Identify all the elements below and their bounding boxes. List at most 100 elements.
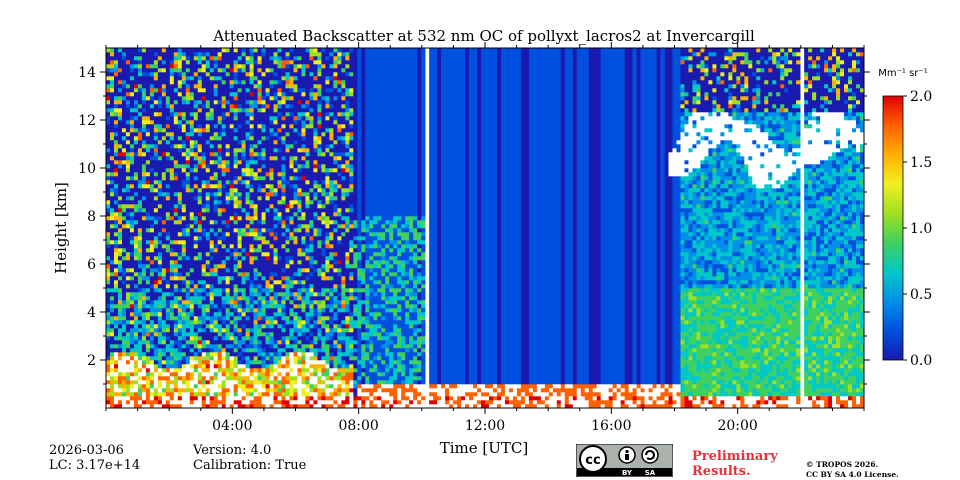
heatmap-cell	[125, 372, 131, 377]
heatmap-cell	[137, 208, 143, 213]
heatmap-cell	[161, 400, 167, 405]
heatmap-cell	[285, 376, 290, 381]
heatmap-cell	[265, 104, 270, 109]
heatmap-cell	[221, 372, 226, 377]
heatmap-cell	[309, 268, 314, 273]
heatmap-cell	[177, 324, 183, 329]
heatmap-cell	[233, 320, 238, 325]
heatmap-cell	[109, 300, 115, 305]
heatmap-cell	[257, 384, 262, 389]
heatmap-cell	[317, 368, 322, 373]
heatmap-cell	[237, 304, 242, 309]
heatmap-cell	[145, 320, 151, 325]
heatmap-cell	[221, 104, 226, 109]
heatmap-cell	[189, 96, 195, 101]
heatmap-cell	[161, 136, 167, 141]
heatmap-cell	[125, 56, 131, 61]
heatmap-cell	[169, 276, 175, 281]
heatmap-cell	[305, 196, 310, 201]
heatmap-cell	[201, 236, 207, 241]
heatmap-cell	[201, 136, 207, 141]
heatmap-cell	[281, 164, 286, 169]
heatmap-cell	[233, 356, 238, 361]
heatmap-cell	[189, 224, 195, 229]
heatmap-cell	[197, 72, 203, 77]
heatmap-cell	[109, 320, 115, 325]
heatmap-cell	[137, 404, 143, 409]
heatmap-cell	[293, 236, 298, 241]
heatmap-cell	[257, 112, 262, 117]
heatmap-cell	[189, 272, 195, 277]
heatmap-cell	[193, 120, 199, 125]
heatmap-cell	[229, 132, 234, 137]
heatmap-cell	[317, 64, 322, 69]
heatmap-cell	[285, 132, 290, 137]
heatmap-cell	[217, 248, 222, 253]
heatmap-cell	[297, 124, 302, 129]
heatmap-cell	[197, 48, 203, 53]
heatmap-cell	[177, 340, 183, 345]
heatmap-cell	[185, 204, 191, 209]
heatmap-cell	[265, 288, 270, 293]
heatmap-cell	[289, 272, 294, 277]
heatmap-cell	[241, 144, 246, 149]
heatmap-cell	[169, 400, 175, 405]
heatmap-cell	[293, 132, 298, 137]
heatmap-cell	[213, 220, 219, 225]
heatmap-cell	[181, 140, 187, 145]
heatmap-cell	[106, 204, 111, 209]
heatmap-cell	[106, 372, 111, 377]
heatmap-cell	[233, 200, 238, 205]
heatmap-cell	[249, 208, 254, 213]
heatmap-cell	[213, 376, 219, 381]
heatmap-cell	[185, 332, 191, 337]
heatmap-cell	[217, 340, 222, 345]
heatmap-cell	[225, 204, 230, 209]
heatmap-cell	[221, 256, 226, 261]
heatmap-cell	[301, 308, 306, 313]
heatmap-cell	[217, 272, 222, 277]
heatmap-cell	[106, 224, 111, 229]
heatmap-cell	[197, 104, 203, 109]
heatmap-cell	[285, 80, 290, 85]
heatmap-cell	[289, 60, 294, 65]
heatmap-cell	[245, 288, 250, 293]
heatmap-cell	[289, 148, 294, 153]
heatmap-cell	[277, 356, 282, 361]
heatmap-cell	[245, 96, 250, 101]
heatmap-cell	[193, 104, 199, 109]
heatmap-cell	[189, 284, 195, 289]
heatmap-cell	[253, 192, 258, 197]
heatmap-cell	[157, 64, 163, 69]
heatmap-cell	[177, 116, 183, 121]
heatmap-cell	[225, 364, 230, 369]
heatmap-cell	[201, 128, 207, 133]
heatmap-cell	[145, 224, 151, 229]
heatmap-cell	[277, 148, 282, 153]
heatmap-cell	[177, 304, 183, 309]
heatmap-cell	[161, 280, 167, 285]
heatmap-cell	[213, 96, 219, 101]
heatmap-cell	[125, 124, 131, 129]
heatmap-cell	[309, 252, 314, 257]
heatmap-cell	[297, 336, 302, 341]
heatmap-cell	[177, 220, 183, 225]
heatmap-cell	[153, 188, 159, 193]
heatmap-cell	[289, 348, 294, 353]
heatmap-cell	[221, 312, 226, 317]
heatmap-cell	[285, 388, 290, 393]
heatmap-cell	[129, 72, 135, 77]
heatmap-cell	[217, 224, 222, 229]
heatmap-cell	[289, 196, 294, 201]
heatmap-cell	[125, 160, 131, 165]
heatmap-cell	[245, 88, 250, 93]
heatmap-cell	[309, 364, 314, 369]
heatmap-cell	[213, 192, 219, 197]
heatmap-cell	[269, 84, 274, 89]
heatmap-cell	[249, 80, 254, 85]
heatmap-cell	[177, 100, 183, 105]
heatmap-cell	[241, 372, 246, 377]
heatmap-cell	[193, 252, 199, 257]
heatmap-cell	[189, 372, 195, 377]
heatmap-cell	[269, 284, 274, 289]
